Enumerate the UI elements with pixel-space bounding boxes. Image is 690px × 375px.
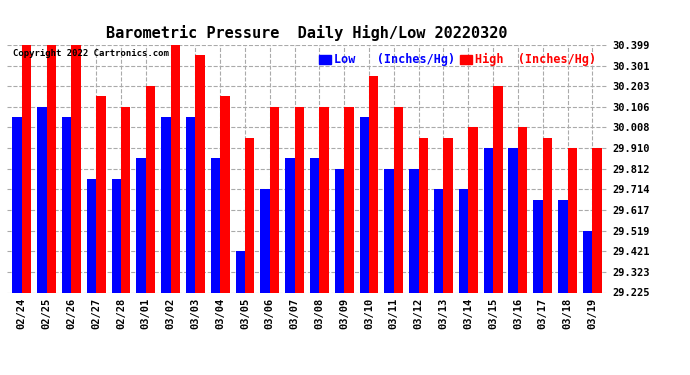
Legend: Low   (Inches/Hg), High  (Inches/Hg): Low (Inches/Hg), High (Inches/Hg) xyxy=(314,48,601,71)
Bar xyxy=(335,169,344,292)
Bar xyxy=(310,158,319,292)
Bar xyxy=(592,148,602,292)
Bar xyxy=(96,96,106,292)
Bar xyxy=(419,138,428,292)
Bar xyxy=(71,45,81,292)
Bar xyxy=(567,148,577,292)
Bar xyxy=(459,189,469,292)
Bar xyxy=(137,158,146,292)
Bar xyxy=(47,45,56,292)
Bar xyxy=(260,189,270,292)
Bar xyxy=(344,107,354,292)
Bar xyxy=(62,117,71,292)
Bar xyxy=(384,169,394,292)
Bar xyxy=(295,107,304,292)
Title: Barometric Pressure  Daily High/Low 20220320: Barometric Pressure Daily High/Low 20220… xyxy=(106,25,508,41)
Text: Copyright 2022 Cartronics.com: Copyright 2022 Cartronics.com xyxy=(13,49,169,58)
Bar xyxy=(394,107,403,292)
Bar xyxy=(121,107,130,292)
Bar xyxy=(211,158,220,292)
Bar xyxy=(484,148,493,292)
Bar xyxy=(319,107,329,292)
Bar xyxy=(409,169,419,292)
Bar xyxy=(37,107,47,292)
Bar xyxy=(558,200,567,292)
Bar xyxy=(270,107,279,292)
Bar xyxy=(434,189,444,292)
Bar xyxy=(543,138,552,292)
Bar xyxy=(22,45,31,292)
Bar xyxy=(235,251,245,292)
Bar xyxy=(220,96,230,292)
Bar xyxy=(469,128,477,292)
Bar xyxy=(245,138,255,292)
Bar xyxy=(518,128,527,292)
Bar xyxy=(12,117,22,292)
Bar xyxy=(533,200,543,292)
Bar xyxy=(493,86,502,292)
Bar xyxy=(146,86,155,292)
Bar xyxy=(369,76,379,292)
Bar xyxy=(161,117,170,292)
Bar xyxy=(170,45,180,292)
Bar xyxy=(285,158,295,292)
Bar xyxy=(87,179,96,292)
Bar xyxy=(195,56,205,292)
Bar xyxy=(359,117,369,292)
Bar xyxy=(583,231,592,292)
Bar xyxy=(509,148,518,292)
Bar xyxy=(444,138,453,292)
Bar xyxy=(112,179,121,292)
Bar xyxy=(186,117,195,292)
